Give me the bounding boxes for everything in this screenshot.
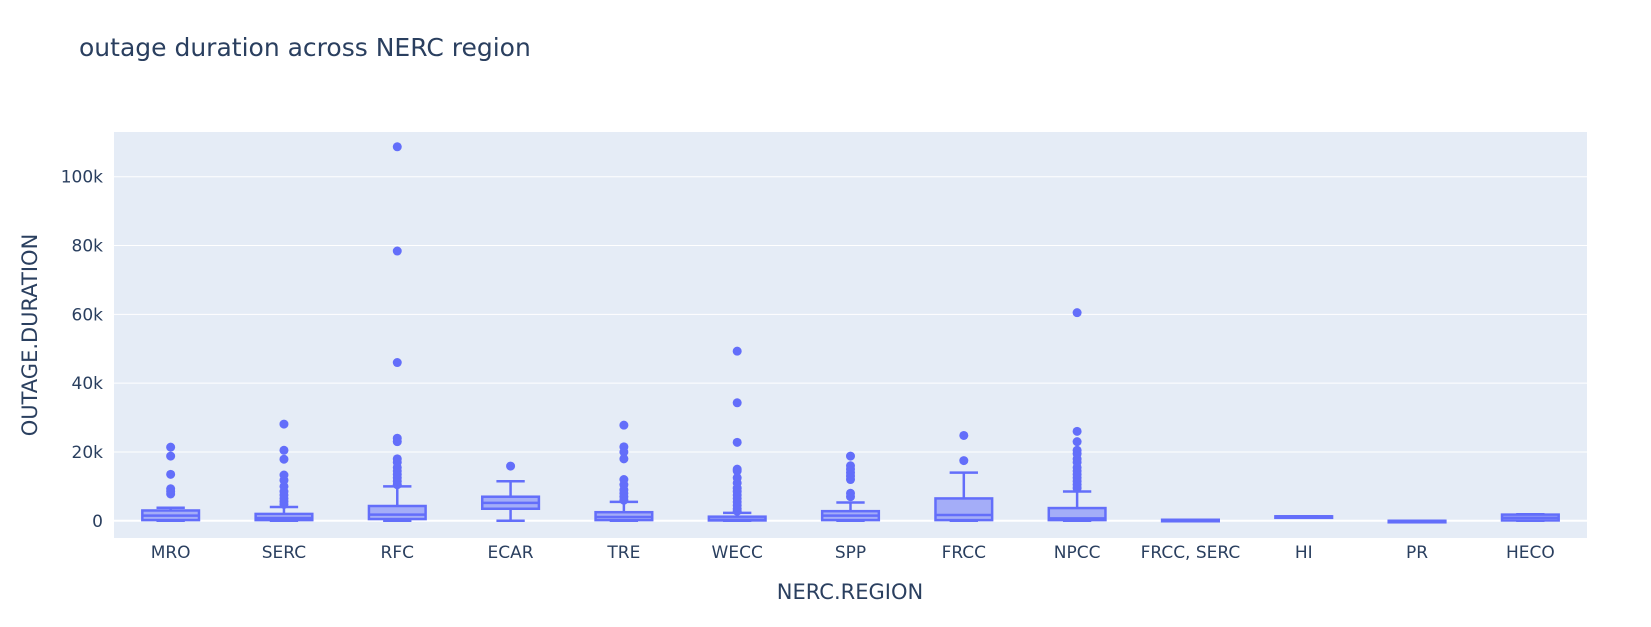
- x-tick-label: TRE: [606, 543, 640, 563]
- outlier-point: [619, 475, 629, 485]
- outlier-point: [732, 398, 742, 408]
- outlier-point: [279, 445, 289, 455]
- outlier-point: [279, 481, 289, 491]
- y-tick-label: 60k: [72, 305, 104, 325]
- outlier-point: [959, 430, 969, 440]
- iqr-box: [934, 497, 994, 522]
- outlier-point: [1072, 426, 1082, 436]
- x-tick-label: FRCC, SERC: [1141, 543, 1241, 563]
- y-tick-label: 0: [92, 512, 103, 532]
- box-serc: [254, 419, 314, 523]
- outlier-point: [732, 473, 742, 483]
- x-axis-ticks: MRO SERC RFC ECAR TRE WECC SPP FRCC NPCC FRCC, SE…: [151, 543, 1555, 563]
- y-tick-label: 80k: [72, 237, 104, 257]
- x-tick-label: HECO: [1506, 543, 1555, 563]
- outlier-point: [619, 442, 629, 452]
- y-tick-label: 20k: [72, 443, 104, 463]
- x-tick-label: ECAR: [488, 543, 534, 563]
- outlier-point: [279, 454, 289, 464]
- outlier-point: [619, 454, 629, 464]
- x-tick-label: PR: [1406, 543, 1428, 563]
- x-tick-label: MRO: [151, 543, 191, 563]
- y-axis-title: OUTAGE.DURATION: [18, 234, 42, 437]
- outlier-point: [619, 420, 629, 430]
- x-tick-label: HI: [1295, 543, 1313, 563]
- iqr-box: [1047, 506, 1107, 522]
- y-tick-label: 100k: [61, 168, 103, 188]
- x-tick-label: SERC: [262, 543, 306, 563]
- x-tick-label: NPCC: [1054, 543, 1101, 563]
- box-tre: [594, 420, 654, 523]
- outlier-point: [732, 464, 742, 474]
- box-frcc: [934, 430, 994, 523]
- y-axis-ticks: 0 20k 40k 60k 80k 100k: [61, 168, 103, 532]
- outlier-point: [279, 419, 289, 429]
- box-ecar: [481, 461, 541, 523]
- outlier-point: [846, 461, 855, 471]
- box-wecc: [707, 346, 767, 523]
- x-tick-label: FRCC: [942, 543, 986, 563]
- outlier-point: [166, 469, 176, 479]
- outlier-point: [846, 451, 855, 461]
- chart-title: outage duration across NERC region: [79, 33, 531, 62]
- outlier-point: [279, 470, 289, 480]
- outlier-point: [166, 451, 176, 461]
- outlier-point: [959, 456, 969, 466]
- box-pr: [1387, 519, 1447, 524]
- x-tick-label: SPP: [835, 543, 866, 563]
- outlier-point: [392, 142, 402, 152]
- outlier-point: [392, 246, 402, 256]
- outlier-point: [166, 484, 176, 494]
- outlier-point: [506, 461, 516, 471]
- outlier-point: [392, 433, 402, 443]
- outlier-point: [166, 442, 176, 452]
- x-tick-label: WECC: [712, 543, 763, 563]
- x-tick-label: RFC: [381, 543, 414, 563]
- outlier-point: [732, 437, 742, 447]
- iqr-box: [367, 504, 427, 521]
- outlier-point: [846, 488, 855, 498]
- box-spp: [820, 451, 881, 523]
- box-frcc-serc: [1160, 518, 1221, 523]
- box-hi: [1274, 515, 1334, 520]
- box-npcc: [1047, 308, 1107, 523]
- outlier-point: [1072, 437, 1082, 447]
- outlier-point: [1072, 308, 1082, 318]
- box-rfc: [367, 142, 427, 523]
- outlier-point: [392, 358, 402, 368]
- outlier-point: [1072, 445, 1082, 455]
- x-axis-title: NERC.REGION: [777, 580, 923, 604]
- y-tick-label: 40k: [72, 374, 104, 394]
- outlier-point: [732, 346, 742, 356]
- outlier-point: [392, 454, 402, 464]
- boxes: [141, 142, 1560, 524]
- box-mro: [141, 442, 201, 523]
- box-heco: [1500, 513, 1560, 523]
